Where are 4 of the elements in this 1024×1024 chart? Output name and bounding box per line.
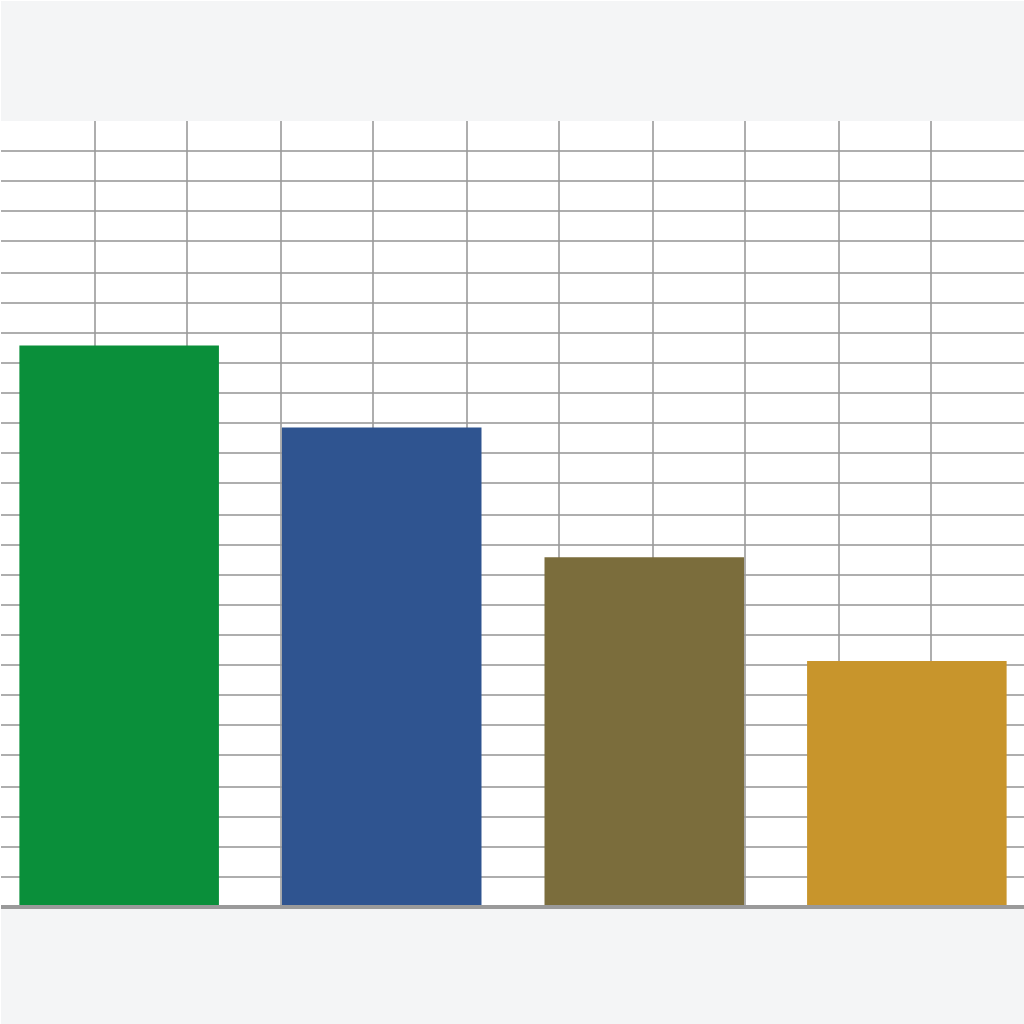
- bar: [807, 661, 1007, 907]
- bar: [281, 427, 482, 907]
- bar: [544, 557, 745, 907]
- bar: [19, 345, 219, 907]
